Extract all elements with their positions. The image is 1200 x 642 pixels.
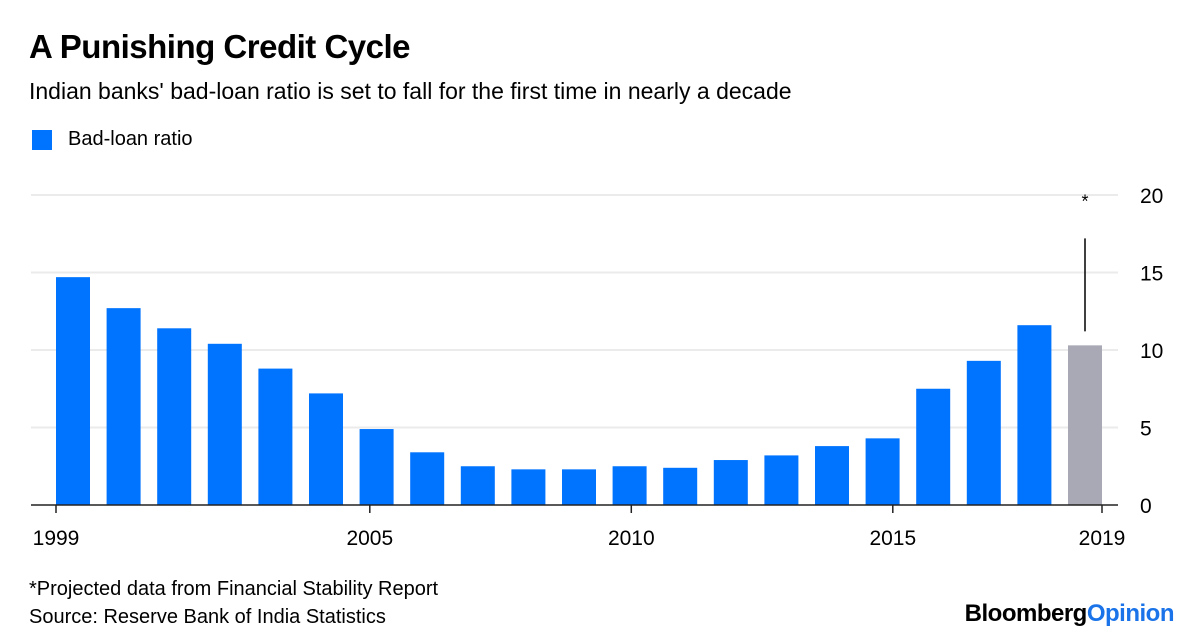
bar-2018	[1017, 325, 1052, 505]
footnote: *Projected data from Financial Stability…	[29, 575, 438, 631]
bar-2002	[207, 343, 242, 505]
x-tick-label: 2015	[869, 527, 916, 550]
y-tick-label: 10	[1140, 340, 1163, 363]
legend-swatch	[32, 129, 52, 150]
bar-2010	[612, 466, 647, 505]
gridlines	[31, 194, 1118, 429]
bloomberg-opinion-logo: BloombergOpinion	[964, 600, 1175, 628]
y-tick-label: 0	[1140, 495, 1152, 518]
bar-2009	[562, 469, 596, 505]
source-note: Source: Reserve Bank of India Statistics	[29, 606, 386, 628]
annotations: *	[1081, 191, 1089, 332]
bar-2007	[460, 466, 495, 505]
bar-2001	[157, 328, 192, 505]
y-tick-label: 15	[1140, 263, 1163, 286]
chart-subtitle: Indian banks' bad-loan ratio is set to f…	[29, 78, 792, 104]
bar-1999	[56, 277, 90, 505]
x-tick-label: 2019	[1079, 527, 1126, 550]
projection-note: *Projected data from Financial Stability…	[29, 578, 439, 600]
x-tick-label: 2010	[608, 527, 655, 550]
bar-2011	[663, 467, 698, 505]
brand-bloomberg: Bloomberg	[964, 600, 1088, 627]
bar-2016	[916, 388, 951, 505]
bar-2015	[865, 438, 900, 505]
legend-label: Bad-loan ratio	[68, 128, 193, 150]
bar-2017	[966, 360, 1001, 505]
bar-2000	[106, 308, 141, 505]
bar-2006	[410, 452, 445, 505]
bar-2004	[309, 393, 343, 505]
bars	[56, 277, 1102, 505]
bar-2014	[815, 446, 849, 505]
x-tick-label: 1999	[33, 527, 80, 550]
axes	[31, 504, 1118, 513]
bar-2003	[258, 368, 293, 505]
x-tick-label: 2005	[346, 527, 393, 550]
bar-2013	[764, 455, 799, 505]
legend: Bad-loan ratio	[32, 128, 193, 151]
bar-2019	[1068, 345, 1102, 505]
y-tick-label: 20	[1140, 185, 1163, 208]
y-tick-label: 5	[1140, 418, 1152, 441]
bar-2012	[713, 460, 748, 505]
brand-opinion: Opinion	[1086, 600, 1175, 627]
bar-2005	[359, 429, 394, 505]
bar-2008	[511, 469, 546, 505]
tick-labels: 0 5 10 15 20 1999 2005 2010 2015 2019	[33, 185, 1164, 550]
chart-title: A Punishing Credit Cycle	[29, 28, 411, 65]
annotation-asterisk: *	[1081, 191, 1088, 211]
